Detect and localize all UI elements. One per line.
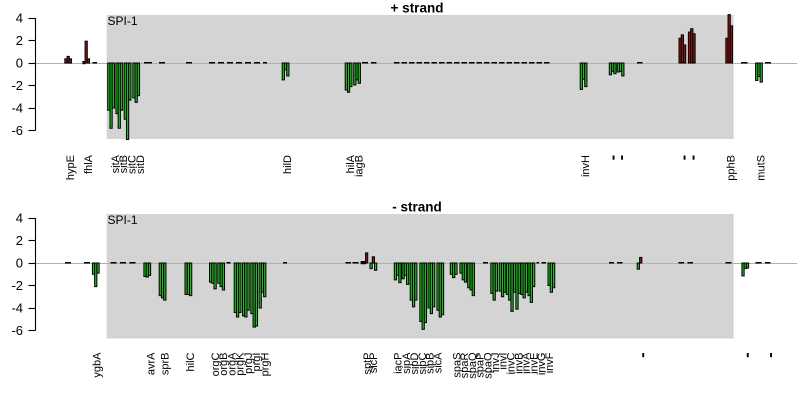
svg-text:- strand: - strand [392,200,442,215]
svg-text:SPI-1: SPI-1 [108,213,138,227]
svg-text:4: 4 [16,211,23,226]
svg-text:prgH: prgH [259,352,271,376]
svg-text:sicP: sicP [368,353,380,374]
svg-text:invE: invE [528,353,540,374]
svg-text:invG: invG [536,353,548,376]
svg-text:invC: invC [505,352,517,374]
svg-text:fhlA: fhlA [83,154,95,174]
svg-text:hilC: hilC [185,352,197,371]
svg-text:spaS: spaS [452,353,464,378]
svg-text:sipD: sipD [409,352,421,374]
svg-text:invF: invF [544,352,556,373]
svg-text:-4: -4 [11,101,23,116]
svg-text:mutS: mutS [755,155,767,181]
svg-text:sitB: sitB [118,155,130,173]
svg-text:+ strand: + strand [391,1,444,16]
svg-text:orgA: orgA [226,352,238,376]
svg-text:sitC: sitC [127,155,139,174]
svg-text:invB: invB [514,353,526,374]
svg-text:sicA: sicA [433,352,445,373]
svg-text:spaP: spaP [475,353,487,378]
svg-text:sitA: sitA [110,154,122,173]
svg-text:spaO: spaO [482,352,494,379]
svg-text:0: 0 [16,56,23,71]
svg-text:iagB: iagB [353,155,365,177]
svg-text:SPI-1: SPI-1 [108,14,138,28]
svg-text:prgI: prgI [251,353,263,372]
svg-text:invA: invA [521,352,533,374]
svg-text:invI: invI [498,353,510,370]
svg-text:-6: -6 [11,123,23,138]
svg-text:hilA: hilA [345,154,357,173]
svg-text:sipB: sipB [425,353,437,374]
svg-text:-2: -2 [11,78,23,93]
svg-text:orgB: orgB [218,353,230,376]
svg-text:orgC: orgC [210,352,222,376]
svg-text:sprB: sprB [160,353,172,376]
svg-text:invH: invH [580,155,592,177]
svg-text:4: 4 [16,11,23,26]
svg-text:sipA: sipA [401,352,413,374]
svg-text:spaQ: spaQ [467,352,479,379]
svg-text:invJ: invJ [490,353,502,373]
svg-text:pphB: pphB [726,155,738,181]
svg-text:hilD: hilD [282,155,294,174]
svg-text:spaR: spaR [459,352,471,378]
svg-text:0: 0 [16,256,23,271]
svg-text:sipC: sipC [417,352,429,374]
svg-text:sptP: sptP [362,353,374,375]
svg-text:ygbA: ygbA [91,352,103,378]
svg-text:sitD: sitD [135,155,147,174]
svg-text:prgK: prgK [235,352,247,376]
svg-text:avrA: avrA [145,352,157,375]
svg-text:iacP: iacP [393,353,405,374]
svg-text:-6: -6 [11,323,23,338]
svg-text:-4: -4 [11,301,23,316]
svg-text:2: 2 [16,33,23,48]
svg-text:prgJ: prgJ [243,353,255,374]
svg-text:hypE: hypE [65,155,77,180]
svg-text:-2: -2 [11,278,23,293]
svg-text:2: 2 [16,233,23,248]
